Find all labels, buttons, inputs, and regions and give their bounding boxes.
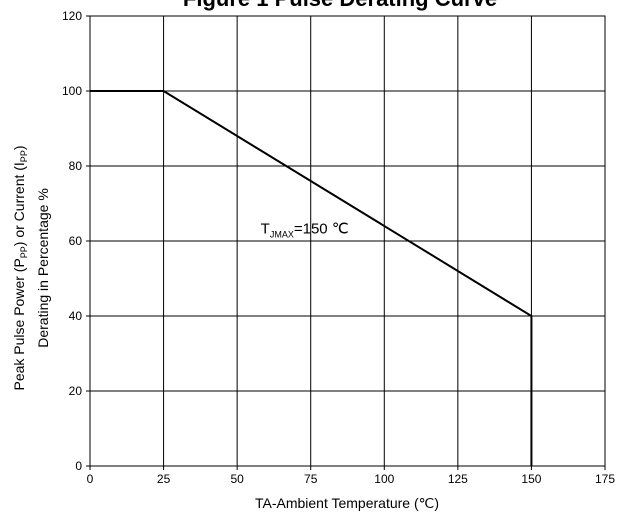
grid-lines xyxy=(89,15,606,467)
y-tick-label-2: 40 xyxy=(69,309,83,323)
series-line-0 xyxy=(90,90,533,466)
x-tick-label-0: 0 xyxy=(87,472,94,486)
y-axis-title-line2: Derating in Percentage % xyxy=(35,188,51,348)
y-axis-title-line1: Peak Pulse Power (PPP) or Current (IPP) xyxy=(11,145,29,390)
y-tick-label-3: 60 xyxy=(69,234,83,248)
x-tick-label-4: 100 xyxy=(374,472,394,486)
x-tick-label-6: 150 xyxy=(521,472,541,486)
x-tick-label-3: 75 xyxy=(304,472,318,486)
x-tick-label-5: 125 xyxy=(448,472,468,486)
x-tick-label-2: 50 xyxy=(230,472,244,486)
y-axis-ticks: 0 20 40 60 80 100 120 xyxy=(62,9,90,473)
y-tick-label-5: 100 xyxy=(62,84,82,98)
chart-title: Figure 1 Pulse Derating Curve xyxy=(183,0,497,11)
x-axis-title: TA-Ambient Temperature (℃) xyxy=(255,495,439,511)
annotation-tjmax: TJMAX=150 ℃ xyxy=(261,221,349,240)
y-tick-label-1: 20 xyxy=(69,384,83,398)
series-group xyxy=(90,90,533,466)
y-tick-label-0: 0 xyxy=(75,459,82,473)
y-tick-label-6: 120 xyxy=(62,9,82,23)
x-tick-label-1: 25 xyxy=(157,472,171,486)
x-tick-label-7: 175 xyxy=(595,472,615,486)
x-axis-ticks: 0 25 50 75 100 125 150 175 xyxy=(87,466,615,486)
y-tick-label-4: 80 xyxy=(69,159,83,173)
annotations: TJMAX=150 ℃ xyxy=(261,221,349,240)
